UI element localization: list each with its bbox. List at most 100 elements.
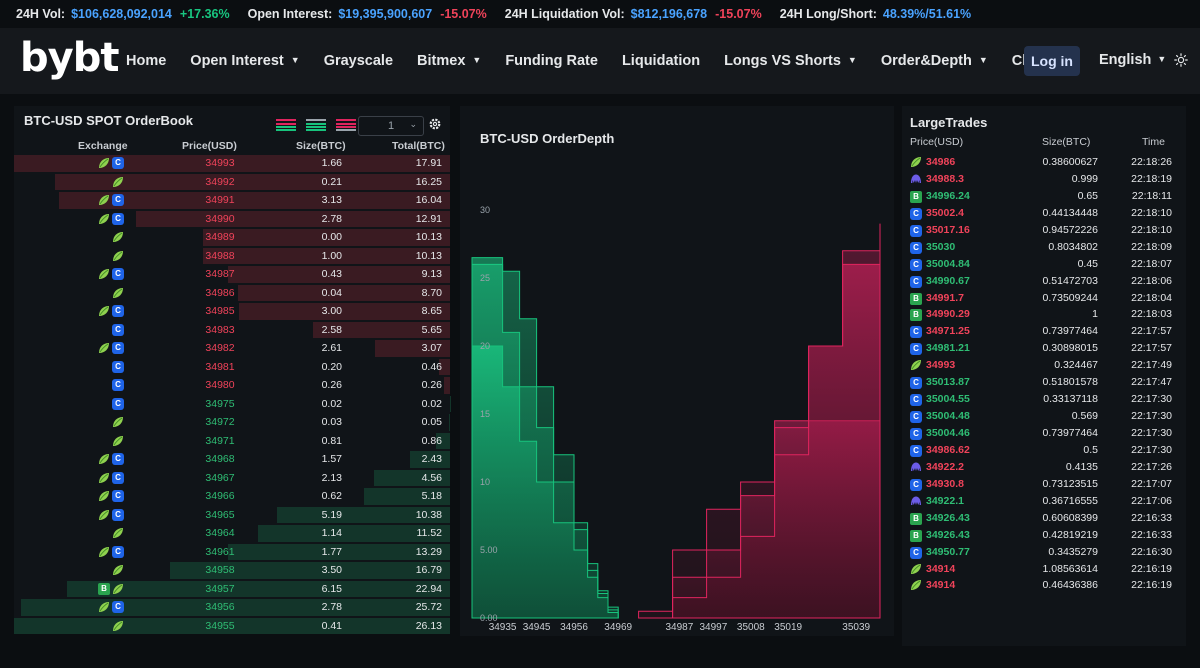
trade-row[interactable]: C 34981.21 0.30898015 22:17:57: [902, 340, 1186, 357]
trade-row[interactable]: 34986 0.38600627 22:18:26: [902, 154, 1186, 171]
ask-row[interactable]: C 34991 3.13 16.04: [14, 191, 450, 210]
x-tick-label: 34997: [699, 622, 727, 633]
trade-row[interactable]: C 35004.84 0.45 22:18:07: [902, 256, 1186, 273]
trade-row[interactable]: C 35004.55 0.33137118 22:17:30: [902, 391, 1186, 408]
bid-row[interactable]: C 34956 2.78 25.72: [14, 598, 450, 617]
x-tick-label: 34987: [665, 622, 693, 633]
row-size: 2.78: [321, 601, 342, 613]
row-total: 0.26: [421, 379, 442, 391]
ask-row[interactable]: C 34993 1.66 17.91: [14, 154, 450, 173]
exchange-icons: C: [98, 450, 124, 468]
row-total: 16.25: [415, 175, 442, 188]
row-price: 34961: [205, 545, 235, 558]
trade-size: 0.73977464: [1042, 325, 1098, 338]
trade-row[interactable]: C 34950.77 0.3435279 22:16:30: [902, 544, 1186, 561]
trade-row[interactable]: C 35002.4 0.44134448 22:18:10: [902, 205, 1186, 222]
trade-price: 35002.4: [926, 206, 964, 219]
trade-row[interactable]: C 34930.8 0.73123515 22:17:07: [902, 476, 1186, 493]
view-both-icon[interactable]: [274, 118, 298, 132]
bid-row[interactable]: 34972 0.03 0.05: [14, 413, 450, 432]
nav-item-open-interest[interactable]: Open Interest ▼: [190, 53, 299, 69]
bid-row[interactable]: B 34957 6.15 22.94: [14, 580, 450, 599]
view-bids-icon[interactable]: [304, 118, 328, 132]
trade-time: 22:18:10: [1131, 223, 1172, 236]
ask-row[interactable]: C 34987 0.43 9.13: [14, 265, 450, 284]
nav-item-longs-vs-shorts[interactable]: Longs VS Shorts ▼: [724, 53, 857, 69]
ask-row[interactable]: C 34980 0.26 0.26: [14, 376, 450, 395]
row-size: 2.78: [321, 212, 342, 225]
row-total: 0.05: [421, 416, 442, 428]
ask-row[interactable]: 34992 0.21 16.25: [14, 173, 450, 192]
ask-row[interactable]: 34989 0.00 10.13: [14, 228, 450, 247]
nav-item-funding-rate[interactable]: Funding Rate: [505, 53, 598, 69]
coinbase-icon: C: [112, 194, 124, 206]
trade-price: 34988.3: [926, 172, 964, 185]
ask-row[interactable]: C 34983 2.58 5.65: [14, 321, 450, 340]
nav-item-liquidation[interactable]: Liquidation: [622, 53, 700, 69]
trade-row[interactable]: B 34991.7 0.73509244 22:18:04: [902, 290, 1186, 307]
ask-row[interactable]: C 34990 2.78 12.91: [14, 210, 450, 229]
orderbook-view-toggles: [274, 118, 358, 132]
trade-time: 22:18:03: [1131, 308, 1172, 321]
trade-row[interactable]: 34922.2 0.4135 22:17:26: [902, 459, 1186, 476]
row-total: 8.70: [421, 286, 442, 299]
sun-icon[interactable]: [1174, 53, 1188, 67]
gear-icon[interactable]: [428, 117, 442, 131]
trade-row[interactable]: B 34996.24 0.65 22:18:11: [902, 188, 1186, 205]
bid-row[interactable]: 34955 0.41 26.13: [14, 617, 450, 636]
exchange-icon-wrap: [910, 579, 922, 594]
bid-row[interactable]: 34964 1.14 11.52: [14, 524, 450, 543]
trade-row[interactable]: 34922.1 0.36716555 22:17:06: [902, 493, 1186, 510]
nav-item-home[interactable]: Home: [126, 53, 166, 69]
trade-size: 0.38600627: [1042, 156, 1098, 168]
trade-row[interactable]: B 34926.43 0.60608399 22:16:33: [902, 510, 1186, 527]
bid-row[interactable]: C 34966 0.62 5.18: [14, 487, 450, 506]
ask-row[interactable]: 34988 1.00 10.13: [14, 247, 450, 266]
nav-item-grayscale[interactable]: Grayscale: [324, 53, 393, 69]
ask-row[interactable]: C 34981 0.20 0.46: [14, 358, 450, 377]
trade-row[interactable]: B 34990.29 1 22:18:03: [902, 306, 1186, 323]
bid-row[interactable]: C 34967 2.13 4.56: [14, 469, 450, 488]
price-grouping-select[interactable]: 1 ⌄: [358, 116, 424, 136]
bid-row[interactable]: 34971 0.81 0.86: [14, 432, 450, 451]
bitfinex-icon: [98, 305, 110, 317]
bid-row[interactable]: C 34975 0.02 0.02: [14, 395, 450, 414]
trade-row[interactable]: C 35004.48 0.569 22:17:30: [902, 408, 1186, 425]
ask-row[interactable]: C 34985 3.00 8.65: [14, 302, 450, 321]
bid-row[interactable]: C 34968 1.57 2.43: [14, 450, 450, 469]
bid-row[interactable]: 34958 3.50 16.79: [14, 561, 450, 580]
bid-row[interactable]: C 34961 1.77 13.29: [14, 543, 450, 562]
trade-row[interactable]: 34914 1.08563614 22:16:19: [902, 561, 1186, 578]
bybt-logo[interactable]: bybt: [20, 35, 119, 81]
y-tick-label: 20: [480, 341, 490, 351]
login-button[interactable]: Log in: [1024, 46, 1080, 76]
trade-row[interactable]: C 34986.62 0.5 22:17:30: [902, 442, 1186, 459]
bid-row[interactable]: C 34965 5.19 10.38: [14, 506, 450, 525]
view-asks-icon[interactable]: [334, 118, 358, 132]
row-size: 2.13: [321, 471, 342, 484]
trade-row[interactable]: C 35013.87 0.51801578 22:17:47: [902, 374, 1186, 391]
bitfinex-icon: [112, 435, 124, 447]
coinbase-icon: C: [112, 212, 124, 225]
row-total: 9.13: [421, 268, 442, 280]
ask-row[interactable]: C 34982 2.61 3.07: [14, 339, 450, 358]
trade-row[interactable]: 34914 0.46436386 22:16:19: [902, 577, 1186, 594]
ask-row[interactable]: 34986 0.04 8.70: [14, 284, 450, 303]
row-price: 34972: [205, 416, 235, 428]
nav-item-order-depth[interactable]: Order&Depth ▼: [881, 53, 988, 69]
coinbase-icon: C: [910, 326, 922, 339]
trade-row[interactable]: C 35004.46 0.73977464 22:17:30: [902, 425, 1186, 442]
trade-row[interactable]: B 34926.43 0.42819219 22:16:33: [902, 527, 1186, 544]
language-select[interactable]: English ▼: [1099, 52, 1166, 68]
trade-size: 0.324467: [1054, 359, 1098, 372]
trade-time: 22:17:30: [1131, 443, 1172, 456]
trade-row[interactable]: C 35017.16 0.94572226 22:18:10: [902, 222, 1186, 239]
trade-row[interactable]: C 35030 0.8034802 22:18:09: [902, 239, 1186, 256]
trade-row[interactable]: 34988.3 0.999 22:18:19: [902, 171, 1186, 188]
trade-row[interactable]: 34993 0.324467 22:17:49: [902, 357, 1186, 374]
nav-item-bitmex[interactable]: Bitmex ▼: [417, 53, 481, 69]
trade-row[interactable]: C 34971.25 0.73977464 22:17:57: [902, 323, 1186, 340]
row-size: 1.77: [321, 545, 342, 558]
trade-time: 22:18:11: [1131, 189, 1172, 202]
trade-row[interactable]: C 34990.67 0.51472703 22:18:06: [902, 273, 1186, 290]
